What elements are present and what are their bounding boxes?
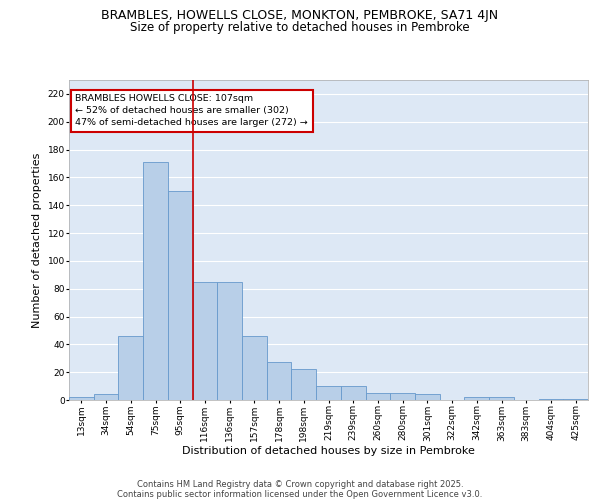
Bar xyxy=(365,393,390,400)
Bar xyxy=(563,398,588,400)
Bar xyxy=(316,386,341,400)
Bar xyxy=(193,282,217,400)
Bar xyxy=(292,370,316,400)
Text: BRAMBLES HOWELLS CLOSE: 107sqm
← 52% of detached houses are smaller (302)
47% of: BRAMBLES HOWELLS CLOSE: 107sqm ← 52% of … xyxy=(75,94,308,127)
Bar xyxy=(341,386,365,400)
Bar xyxy=(69,397,94,400)
Bar xyxy=(464,397,489,400)
Bar xyxy=(415,394,440,400)
Bar xyxy=(143,162,168,400)
Bar xyxy=(267,362,292,400)
Bar xyxy=(217,282,242,400)
Bar xyxy=(390,393,415,400)
Bar xyxy=(242,336,267,400)
X-axis label: Distribution of detached houses by size in Pembroke: Distribution of detached houses by size … xyxy=(182,446,475,456)
Y-axis label: Number of detached properties: Number of detached properties xyxy=(32,152,42,328)
Bar xyxy=(94,394,118,400)
Bar xyxy=(168,192,193,400)
Text: Size of property relative to detached houses in Pembroke: Size of property relative to detached ho… xyxy=(130,21,470,34)
Bar xyxy=(118,336,143,400)
Bar xyxy=(489,397,514,400)
Bar xyxy=(539,398,563,400)
Text: Contains HM Land Registry data © Crown copyright and database right 2025.
Contai: Contains HM Land Registry data © Crown c… xyxy=(118,480,482,499)
Text: BRAMBLES, HOWELLS CLOSE, MONKTON, PEMBROKE, SA71 4JN: BRAMBLES, HOWELLS CLOSE, MONKTON, PEMBRO… xyxy=(101,9,499,22)
